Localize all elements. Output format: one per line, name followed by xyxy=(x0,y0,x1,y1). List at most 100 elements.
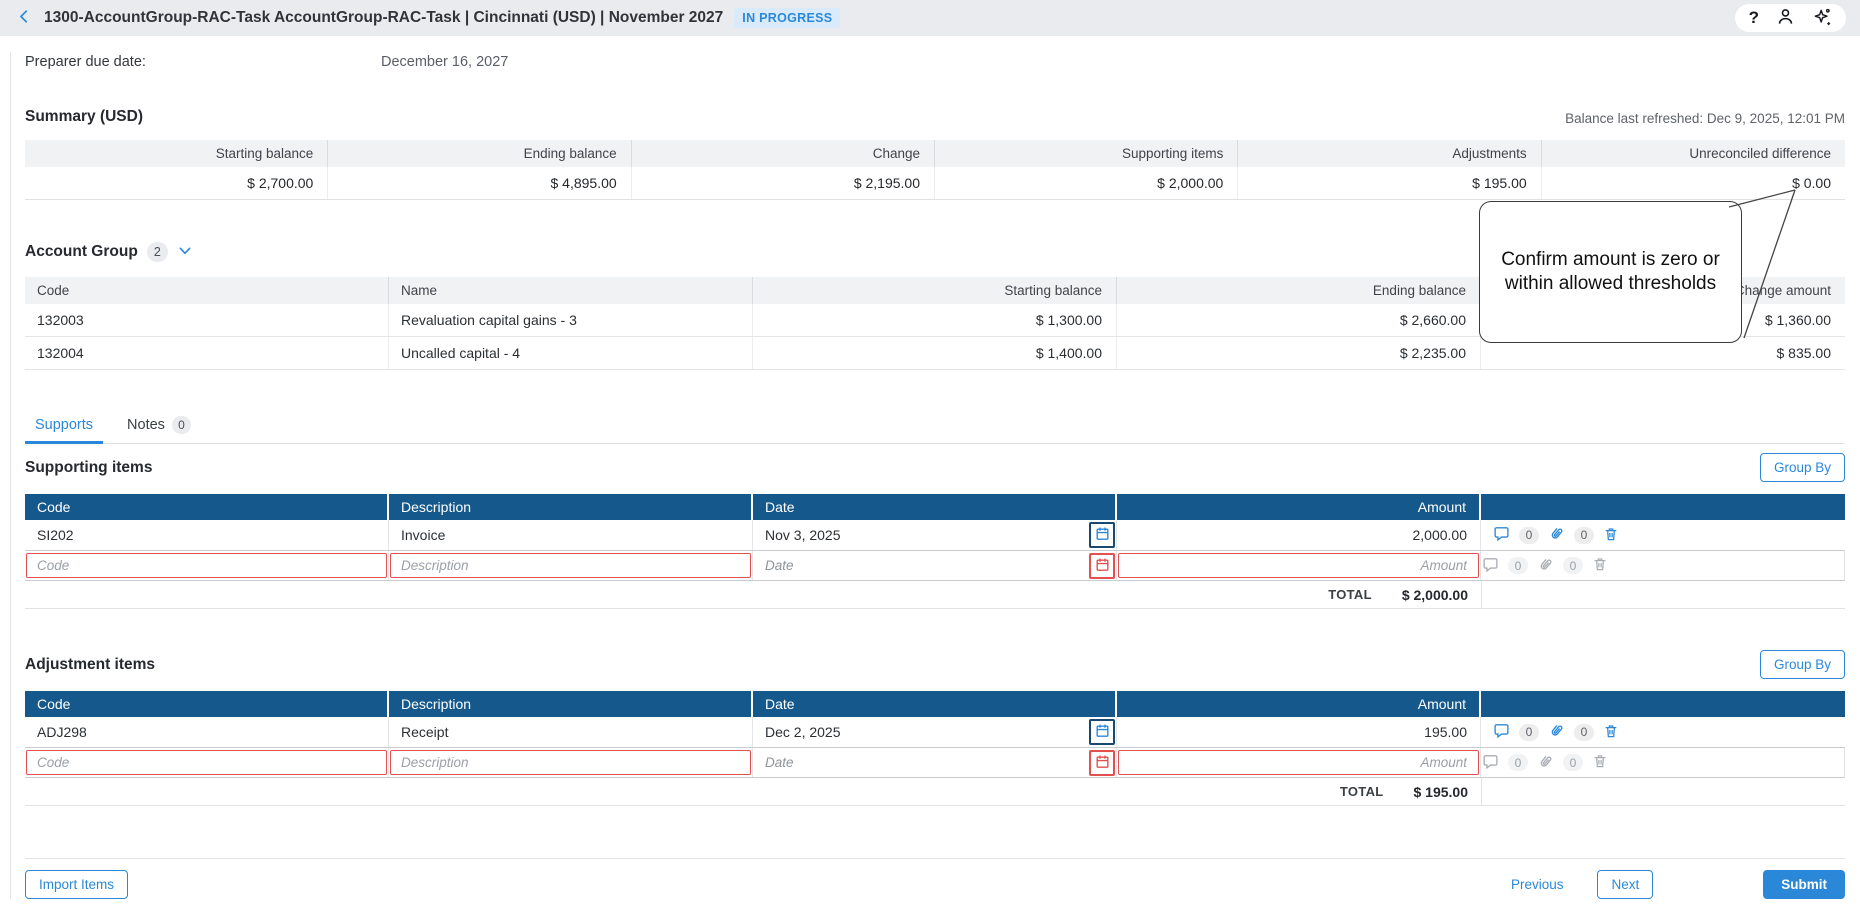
tab-bar: Supports Notes 0 xyxy=(25,411,1845,444)
total-label: TOTAL xyxy=(1339,784,1384,799)
col-amount: Amount xyxy=(1117,691,1481,717)
import-items-button[interactable]: Import Items xyxy=(25,870,129,899)
new-date-cell[interactable]: Date xyxy=(753,551,1117,580)
comment-button[interactable] xyxy=(1493,722,1510,742)
comment-count-badge: 0 xyxy=(1508,754,1528,771)
date-picker-button[interactable] xyxy=(1089,552,1115,579)
chevron-down-icon xyxy=(177,243,193,262)
col-date: Date xyxy=(753,494,1117,520)
account-group-header: Account Group 2 xyxy=(25,240,1845,264)
help-icon: ? xyxy=(1748,8,1759,27)
summary-col-adjustments: Adjustments xyxy=(1238,140,1542,167)
delete-button[interactable] xyxy=(1603,723,1619,742)
comment-button[interactable] xyxy=(1493,525,1510,545)
total-cell: TOTAL $ 2,000.00 xyxy=(1117,581,1481,608)
attachment-button[interactable] xyxy=(1548,525,1565,545)
ag-col-code: Code xyxy=(25,277,389,304)
previous-button[interactable]: Previous xyxy=(1510,877,1564,892)
item-amount-cell[interactable]: 2,000.00 xyxy=(1117,520,1481,550)
preparer-due-date-value: December 16, 2027 xyxy=(381,54,509,70)
new-date-cell[interactable]: Date xyxy=(753,748,1117,777)
col-actions xyxy=(1481,691,1845,717)
code-input[interactable] xyxy=(26,553,387,578)
date-placeholder: Date xyxy=(765,755,794,770)
summary-ending-balance-value: $ 4,895.00 xyxy=(328,167,632,199)
item-code-cell[interactable]: SI202 xyxy=(25,520,389,550)
attachment-count-badge: 0 xyxy=(1574,723,1594,741)
threshold-callout-text: Confirm amount is zero or within allowed… xyxy=(1501,248,1720,294)
trash-icon xyxy=(1603,526,1619,545)
col-description: Description xyxy=(389,691,753,717)
ag-row-starting-balance: $ 1,400.00 xyxy=(753,337,1117,369)
item-description-cell[interactable]: Invoice xyxy=(389,520,753,550)
date-picker-button[interactable] xyxy=(1089,719,1115,745)
description-input[interactable] xyxy=(390,553,751,578)
preparer-due-date-row: Preparer due date: December 16, 2027 xyxy=(25,52,1845,72)
attachment-button xyxy=(1537,556,1554,576)
adjustment-group-by-button[interactable]: Group By xyxy=(1759,650,1845,679)
paperclip-icon xyxy=(1548,722,1565,742)
chevron-left-icon xyxy=(16,8,33,28)
table-row: SI202 Invoice Nov 3, 2025 2,000.00 xyxy=(25,520,1845,551)
comment-icon xyxy=(1482,556,1499,576)
amount-input[interactable] xyxy=(1118,750,1479,775)
summary-supporting-items-value: $ 2,000.00 xyxy=(935,167,1239,199)
item-date-cell[interactable]: Nov 3, 2025 xyxy=(753,520,1117,550)
tab-supports[interactable]: Supports xyxy=(25,411,104,444)
attachment-button[interactable] xyxy=(1548,722,1565,742)
user-icon xyxy=(1776,7,1795,29)
adjustment-table-header: Code Description Date Amount xyxy=(25,691,1845,717)
total-value: $ 2,000.00 xyxy=(1401,586,1468,603)
date-picker-button[interactable] xyxy=(1089,749,1115,776)
item-date-cell[interactable]: Dec 2, 2025 xyxy=(753,717,1117,747)
account-group-table: Code Name Starting balance Ending balanc… xyxy=(25,277,1845,370)
amount-input[interactable] xyxy=(1118,553,1479,578)
new-description-cell xyxy=(389,551,753,580)
col-code: Code xyxy=(25,494,389,520)
col-description: Description xyxy=(389,494,753,520)
attachment-button xyxy=(1537,753,1554,773)
next-button[interactable]: Next xyxy=(1597,870,1654,899)
date-placeholder: Date xyxy=(765,558,794,573)
tab-notes[interactable]: Notes 0 xyxy=(117,411,201,444)
ag-col-name: Name xyxy=(389,277,753,304)
ag-row-starting-balance: $ 1,300.00 xyxy=(753,304,1117,336)
balance-refreshed-text: Balance last refreshed: Dec 9, 2025, 12:… xyxy=(1565,111,1845,126)
ai-assistant-button[interactable] xyxy=(1812,7,1832,30)
summary-adjustments-value: $ 195.00 xyxy=(1238,167,1542,199)
date-picker-button[interactable] xyxy=(1089,522,1115,548)
attachment-count-badge: 0 xyxy=(1563,557,1583,574)
adjustment-items-table: Code Description Date Amount ADJ298 Rece… xyxy=(25,691,1845,806)
help-button[interactable]: ? xyxy=(1749,8,1759,28)
page-title: 1300-AccountGroup-RAC-Task AccountGroup-… xyxy=(44,9,724,26)
code-input[interactable] xyxy=(26,750,387,775)
item-amount-cell[interactable]: 195.00 xyxy=(1117,717,1481,747)
account-group-collapse-button[interactable] xyxy=(177,243,193,262)
item-description-cell[interactable]: Receipt xyxy=(389,717,753,747)
item-actions-cell: 0 0 xyxy=(1481,520,1845,550)
status-badge: IN PROGRESS xyxy=(734,8,841,28)
adjustment-items-header: Adjustment items Group By xyxy=(25,649,1845,680)
trash-icon xyxy=(1592,753,1608,772)
new-code-cell xyxy=(25,748,389,777)
new-item-actions-cell: 0 0 xyxy=(1481,551,1845,580)
comment-count-badge: 0 xyxy=(1519,723,1539,741)
delete-button[interactable] xyxy=(1603,526,1619,545)
total-actions-spacer xyxy=(1481,581,1845,608)
account-group-table-header: Code Name Starting balance Ending balanc… xyxy=(25,277,1845,304)
total-label: TOTAL xyxy=(1328,587,1372,602)
item-date-value: Nov 3, 2025 xyxy=(765,527,841,543)
new-item-actions-cell: 0 0 xyxy=(1481,748,1845,777)
new-description-cell xyxy=(389,748,753,777)
summary-table-header: Starting balance Ending balance Change S… xyxy=(25,140,1845,167)
user-button[interactable] xyxy=(1776,7,1795,29)
back-button[interactable] xyxy=(16,8,33,28)
description-input[interactable] xyxy=(390,750,751,775)
submit-button[interactable]: Submit xyxy=(1763,870,1845,899)
col-actions xyxy=(1481,494,1845,520)
calendar-icon xyxy=(1095,754,1110,772)
supporting-group-by-button[interactable]: Group By xyxy=(1759,453,1845,482)
comment-count-badge: 0 xyxy=(1519,526,1539,544)
footer-nav: Previous Next Submit xyxy=(1511,870,1845,899)
item-code-cell[interactable]: ADJ298 xyxy=(25,717,389,747)
